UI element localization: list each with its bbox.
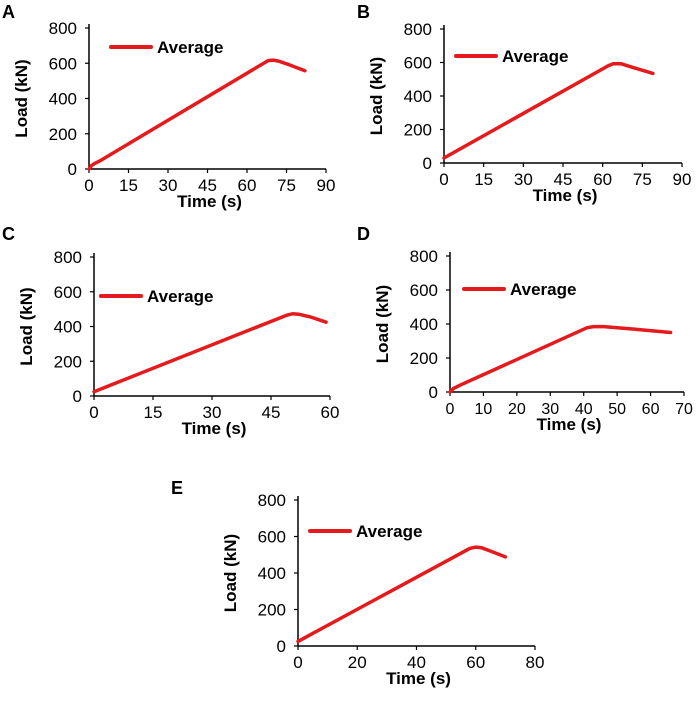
y-tick-label: 0 <box>68 160 77 179</box>
y-tick-label: 400 <box>410 315 438 334</box>
x-tick-label: 40 <box>575 401 593 418</box>
y-tick-label: 200 <box>410 349 438 368</box>
x-tick-label: 20 <box>508 401 526 418</box>
legend-label: Average <box>157 38 223 57</box>
x-tick-label: 15 <box>474 170 493 189</box>
x-tick-label: 45 <box>554 170 573 189</box>
series-line-average <box>448 324 673 394</box>
y-tick-label: 800 <box>404 20 432 39</box>
y-axis-title: Load (kN) <box>221 534 240 612</box>
panel-label: A <box>2 2 15 22</box>
panel-label: C <box>2 224 15 244</box>
legend: Average <box>462 280 576 299</box>
legend: Average <box>454 47 568 66</box>
panel-label: B <box>357 2 370 22</box>
x-tick-label: 75 <box>277 176 296 195</box>
x-tick-label: 75 <box>633 170 652 189</box>
y-tick-label: 400 <box>258 564 286 583</box>
x-tick-label: 0 <box>84 176 93 195</box>
x-tick-label: 50 <box>608 401 626 418</box>
x-tick-label: 60 <box>321 403 340 422</box>
x-tick-label: 70 <box>675 401 693 418</box>
y-tick-label: 200 <box>49 125 77 144</box>
x-tick-label: 15 <box>119 176 138 195</box>
legend: Average <box>308 522 422 541</box>
y-tick-label: 0 <box>423 154 432 173</box>
series-line-average <box>442 62 655 160</box>
x-axis-title: Time (s) <box>386 669 451 688</box>
y-tick-label: 800 <box>410 247 438 266</box>
chart-panel-a: A 0 15 30 45 60 75 90 0 200 400 600 800 Time (s) Load … <box>2 2 335 211</box>
x-tick-label: 40 <box>407 653 426 672</box>
series-line-average <box>87 58 307 171</box>
x-tick-label: 90 <box>317 176 336 195</box>
y-tick-label: 800 <box>49 19 77 38</box>
y-tick-label: 0 <box>277 637 286 656</box>
x-tick-label: 45 <box>262 403 281 422</box>
y-axis-title: Load (kN) <box>367 57 386 135</box>
x-tick-label: 10 <box>475 401 493 418</box>
x-tick-label: 90 <box>673 170 692 189</box>
legend-label: Average <box>147 287 213 306</box>
y-tick-label: 200 <box>258 601 286 620</box>
y-tick-label: 600 <box>404 54 432 73</box>
x-tick-label: 30 <box>159 176 178 195</box>
x-tick-label: 30 <box>514 170 533 189</box>
x-axis-title: Time (s) <box>537 415 602 434</box>
x-tick-label: 80 <box>526 653 545 672</box>
y-tick-label: 600 <box>410 281 438 300</box>
y-tick-label: 600 <box>49 54 77 73</box>
y-tick-label: 600 <box>54 283 82 302</box>
x-tick-label: 15 <box>144 403 163 422</box>
legend-label: Average <box>502 47 568 66</box>
panel-label: D <box>357 224 370 244</box>
y-axis-title: Load (kN) <box>12 59 31 137</box>
x-tick-label: 30 <box>203 403 222 422</box>
y-tick-label: 400 <box>404 87 432 106</box>
y-tick-label: 0 <box>429 383 438 402</box>
chart-panel-d: D 0 10 20 30 40 50 60 70 0 200 400 600 800 Time (s) Loa… <box>357 224 693 434</box>
y-tick-label: 200 <box>54 352 82 371</box>
series-line-average <box>92 312 328 394</box>
y-tick-label: 0 <box>73 387 82 406</box>
legend: Average <box>109 38 223 57</box>
y-axis-title: Load (kN) <box>373 285 392 363</box>
legend: Average <box>99 287 213 306</box>
x-tick-label: 30 <box>541 401 559 418</box>
x-tick-label: 60 <box>593 170 612 189</box>
y-tick-label: 400 <box>54 318 82 337</box>
x-tick-label: 0 <box>89 403 98 422</box>
x-tick-label: 60 <box>238 176 257 195</box>
legend-label: Average <box>510 280 576 299</box>
x-tick-label: 60 <box>642 401 660 418</box>
series-line-average <box>296 545 508 644</box>
x-tick-label: 0 <box>439 170 448 189</box>
panel-label: E <box>171 478 183 498</box>
legend-label: Average <box>356 522 422 541</box>
x-tick-label: 20 <box>348 653 367 672</box>
x-axis-title: Time (s) <box>533 186 598 205</box>
y-tick-label: 800 <box>258 491 286 510</box>
x-axis-title: Time (s) <box>177 192 242 211</box>
x-tick-label: 0 <box>293 653 302 672</box>
x-tick-label: 45 <box>198 176 217 195</box>
x-axis-title: Time (s) <box>182 419 247 438</box>
x-tick-label: 0 <box>446 401 455 418</box>
y-tick-label: 200 <box>404 121 432 140</box>
y-tick-label: 400 <box>49 90 77 109</box>
y-tick-label: 600 <box>258 528 286 547</box>
y-tick-label: 800 <box>54 248 82 267</box>
y-axis-title: Load (kN) <box>17 287 36 365</box>
chart-panel-b: B 0 15 30 45 60 75 90 0 200 400 600 800 Time (s) Load … <box>357 2 691 205</box>
x-tick-label: 60 <box>466 653 485 672</box>
